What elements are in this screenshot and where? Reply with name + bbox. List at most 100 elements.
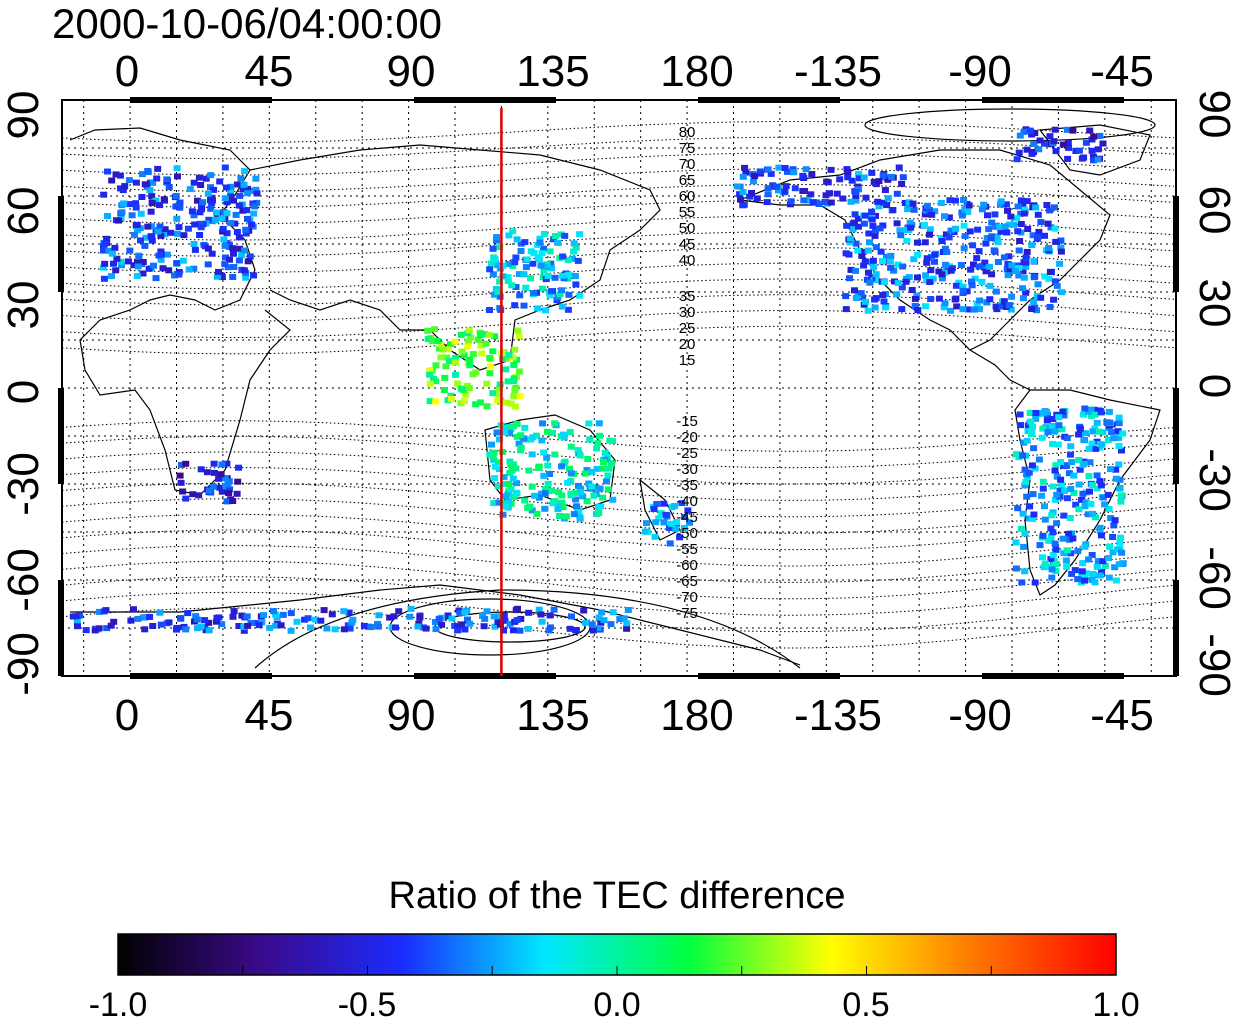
data-cell	[208, 199, 216, 206]
data-cell	[898, 306, 906, 313]
data-cell	[676, 534, 684, 541]
data-cell	[782, 183, 790, 190]
data-cell	[205, 627, 213, 634]
data-cell	[594, 625, 602, 631]
data-cell	[1075, 147, 1083, 154]
data-cell	[100, 247, 107, 254]
data-cell	[959, 306, 967, 313]
data-cell	[961, 233, 969, 240]
data-cell	[229, 274, 237, 280]
data-cell	[503, 399, 511, 406]
data-cell	[177, 615, 185, 622]
data-cell	[437, 354, 445, 361]
contour-line-north	[61, 278, 1175, 306]
data-cell	[1081, 543, 1089, 550]
data-cell	[970, 261, 977, 268]
data-cell	[576, 452, 584, 459]
data-cell	[1072, 501, 1080, 508]
data-cell	[582, 619, 589, 626]
data-cell	[1021, 482, 1029, 489]
data-cell	[243, 613, 251, 620]
data-cell	[963, 288, 971, 295]
data-cell	[604, 486, 612, 493]
data-cell	[1030, 298, 1038, 305]
data-cell	[1050, 296, 1058, 303]
data-cell	[1065, 530, 1073, 537]
coast-greenland	[1038, 124, 1151, 176]
data-cell	[1057, 459, 1064, 465]
data-cell	[573, 503, 581, 510]
data-cell	[572, 489, 580, 496]
data-cell	[1093, 485, 1101, 492]
data-cell	[584, 456, 592, 462]
data-cell	[939, 275, 946, 282]
data-cell	[994, 259, 1002, 265]
data-cell	[1039, 554, 1046, 561]
data-cell	[855, 170, 862, 177]
data-cell	[229, 613, 237, 620]
data-cell	[558, 303, 566, 310]
data-cell	[132, 200, 140, 207]
data-cell	[575, 507, 583, 514]
data-cell	[764, 191, 772, 198]
data-cell	[1094, 156, 1102, 163]
data-cell	[897, 232, 905, 239]
data-cell	[1025, 469, 1033, 476]
data-cell	[1014, 505, 1022, 512]
data-cell	[466, 356, 474, 363]
colorbar: Ratio of the TEC difference -1.0 -0.5 0.…	[89, 875, 1140, 1024]
data-cell	[1048, 512, 1056, 519]
data-cell	[540, 245, 548, 252]
data-cell	[248, 221, 256, 228]
data-cell	[560, 431, 567, 438]
contour-label-south: -45	[676, 509, 698, 526]
data-cell	[135, 254, 143, 260]
data-cell	[846, 275, 853, 282]
contour-label-north: 45	[679, 236, 696, 253]
data-cell	[1015, 149, 1023, 156]
data-cell	[1055, 414, 1063, 421]
data-cell	[959, 283, 967, 290]
data-cell	[201, 617, 209, 624]
data-cell	[306, 624, 314, 631]
data-cell	[868, 169, 876, 176]
data-cell	[1063, 495, 1071, 502]
data-cell	[221, 475, 229, 482]
data-cell	[1046, 304, 1054, 310]
data-cell	[127, 617, 135, 624]
data-cell	[165, 267, 173, 274]
data-cell	[1040, 564, 1048, 571]
data-cell	[1098, 441, 1106, 448]
data-cell	[157, 621, 165, 628]
data-cell	[194, 197, 201, 204]
contour-line-south	[61, 591, 1175, 633]
data-cell	[1022, 254, 1030, 261]
data-cell	[1065, 144, 1073, 151]
data-cell	[826, 190, 833, 197]
data-cell	[1021, 466, 1029, 473]
data-cell	[1096, 132, 1104, 139]
data-cell	[686, 519, 694, 526]
data-cell	[894, 261, 902, 268]
data-cell	[741, 164, 749, 171]
data-cell	[1034, 281, 1042, 288]
data-cell	[244, 622, 252, 629]
data-cell	[505, 232, 513, 239]
data-cell	[872, 277, 880, 284]
data-cell	[992, 288, 1000, 295]
data-cell	[1107, 515, 1115, 522]
data-cell	[515, 440, 523, 447]
data-cell	[489, 271, 497, 278]
data-cell	[1094, 146, 1102, 153]
data-cell	[538, 285, 546, 292]
data-cell	[1089, 510, 1097, 517]
data-cell	[1021, 530, 1029, 537]
data-cell	[483, 403, 491, 410]
data-cell	[1092, 445, 1100, 452]
data-cell	[883, 253, 890, 260]
data-cell	[1045, 275, 1053, 282]
data-cell	[120, 200, 128, 207]
data-cell	[159, 265, 167, 272]
data-cell	[493, 234, 501, 241]
data-cell	[533, 510, 541, 517]
